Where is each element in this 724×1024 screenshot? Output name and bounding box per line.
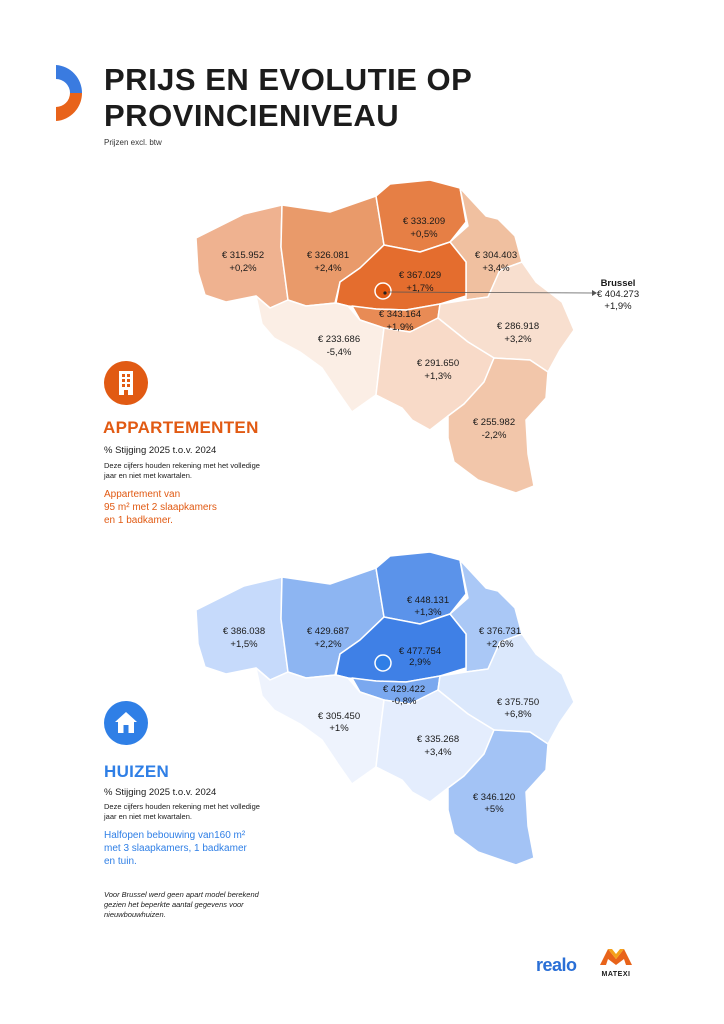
- house-liege-change: +6,8%: [504, 709, 532, 720]
- house-region-brussels: [374, 654, 392, 672]
- apartments-description-line-3: en 1 badkamer.: [104, 515, 173, 526]
- house-limburg-change: +2,6%: [486, 639, 514, 650]
- apartments-title: APPARTEMENTEN: [103, 418, 259, 437]
- house-lux-change: +5%: [484, 804, 504, 815]
- house-hainaut-change: +1%: [329, 723, 349, 734]
- realo-logo: realo: [536, 955, 577, 975]
- apt-limburg-change: +3,4%: [482, 263, 510, 274]
- apartments-stat-label: % Stijging 2025 t.o.v. 2024: [104, 445, 217, 456]
- house-east-change: +2,2%: [314, 639, 342, 650]
- houses-stat-label: % Stijging 2025 t.o.v. 2024: [104, 787, 217, 798]
- brussels-change: +1,9%: [604, 301, 632, 312]
- apt-flbrabant-change: +1,7%: [406, 283, 434, 294]
- house-flbrabant-change: 2,9%: [409, 657, 431, 668]
- brussels-price: € 404.273: [597, 289, 639, 300]
- house-west-change: +1,5%: [230, 639, 258, 650]
- apartments-description-line-2: 95 m² met 2 slaapkamers: [104, 502, 217, 513]
- apt-brussels-pointer: [387, 291, 593, 294]
- houses-description: Halfopen bebouwing van160 m² met 3 slaap…: [104, 829, 274, 868]
- houses-map: [195, 551, 575, 866]
- apt-lux-change: -2,2%: [482, 430, 507, 441]
- apt-hainaut-change: -5,4%: [327, 347, 352, 358]
- page-title-line-2: PROVINCIENIVEAU: [104, 98, 400, 133]
- apt-namur-change: +1,3%: [424, 371, 452, 382]
- house-icon: [104, 701, 148, 745]
- apt-antwerp-change: +0,5%: [410, 229, 438, 240]
- apt-region-luxembourg: [447, 357, 549, 494]
- brussels-footnote: Voor Brussel werd geen apart model berek…: [104, 890, 259, 919]
- house-lux-price: € 346.120: [473, 792, 515, 803]
- house-region-luxembourg: [447, 729, 549, 866]
- house-antwerp-price: € 448.131: [407, 595, 449, 606]
- house-wbrabant-change: -0,8%: [392, 696, 417, 707]
- apt-lux-price: € 255.982: [473, 417, 515, 428]
- page-subtitle: Prijzen excl. btw: [104, 138, 162, 147]
- apt-namur-price: € 291.650: [417, 358, 459, 369]
- apt-brussels-dot: [383, 291, 387, 295]
- apartments-map: [195, 179, 575, 494]
- apt-liege-price: € 286.918: [497, 321, 539, 332]
- apartment-building-icon: [104, 361, 148, 405]
- page-title: PRIJS EN EVOLUTIE OP PROVINCIENIVEAU: [104, 62, 472, 134]
- house-antwerp-change: +1,3%: [414, 607, 442, 618]
- matexi-logo: MATEXI: [596, 945, 636, 978]
- apt-east-change: +2,4%: [314, 263, 342, 274]
- apartments-note: Deze cijfers houden rekening met het vol…: [104, 461, 260, 480]
- page-title-line-1: PRIJS EN EVOLUTIE OP: [104, 62, 473, 97]
- house-hainaut-price: € 305.450: [318, 711, 360, 722]
- apt-limburg-price: € 304.403: [475, 250, 517, 261]
- apt-liege-change: +3,2%: [504, 334, 532, 345]
- house-wbrabant-price: € 429.422: [383, 684, 425, 695]
- house-liege-price: € 375.750: [497, 697, 539, 708]
- house-namur-change: +3,4%: [424, 747, 452, 758]
- apt-wbrabant-price: € 343.164: [379, 309, 421, 320]
- apartments-description: Appartement van 95 m² met 2 slaapkamers …: [104, 488, 274, 527]
- apt-west-change: +0,2%: [229, 263, 257, 274]
- houses-description-line-2: met 3 slaapkamers, 1 badkamer: [104, 843, 247, 854]
- apt-west-price: € 315.952: [222, 250, 264, 261]
- house-limburg-price: € 376.731: [479, 626, 521, 637]
- matexi-logo-mark: [600, 949, 632, 965]
- houses-description-line-1: Halfopen bebouwing van160 m²: [104, 830, 246, 841]
- houses-description-line-3: en tuin.: [104, 856, 137, 867]
- apt-region-brussels: [374, 282, 392, 300]
- houses-note: Deze cijfers houden rekening met het vol…: [104, 802, 260, 821]
- apt-flbrabant-price: € 367.029: [399, 270, 441, 281]
- apt-east-price: € 326.081: [307, 250, 349, 261]
- house-flbrabant-price: € 477.754: [399, 646, 441, 657]
- apt-wbrabant-change: +1,9%: [386, 322, 414, 333]
- apt-brussels-pointer-arrow: [592, 290, 597, 296]
- matexi-logo-text: MATEXI: [601, 971, 631, 978]
- apartments-description-line-1: Appartement van: [104, 489, 181, 500]
- brand-logo-mark: [56, 65, 83, 121]
- house-west-price: € 386.038: [223, 626, 265, 637]
- house-east-price: € 429.687: [307, 626, 349, 637]
- brussels-name: Brussel: [601, 278, 636, 289]
- house-namur-price: € 335.268: [417, 734, 459, 745]
- houses-title: HUIZEN: [104, 762, 170, 781]
- apt-hainaut-price: € 233.686: [318, 334, 360, 345]
- apt-antwerp-price: € 333.209: [403, 216, 445, 227]
